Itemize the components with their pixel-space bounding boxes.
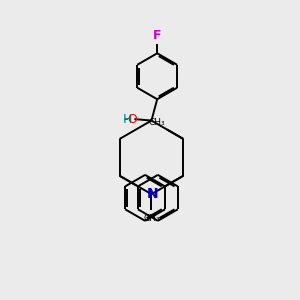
- Text: CH₃: CH₃: [143, 214, 160, 223]
- Text: F: F: [153, 29, 161, 42]
- Text: -O: -O: [124, 112, 138, 126]
- Text: CH₃: CH₃: [149, 118, 165, 127]
- Text: H: H: [123, 112, 132, 126]
- Text: N: N: [147, 187, 159, 201]
